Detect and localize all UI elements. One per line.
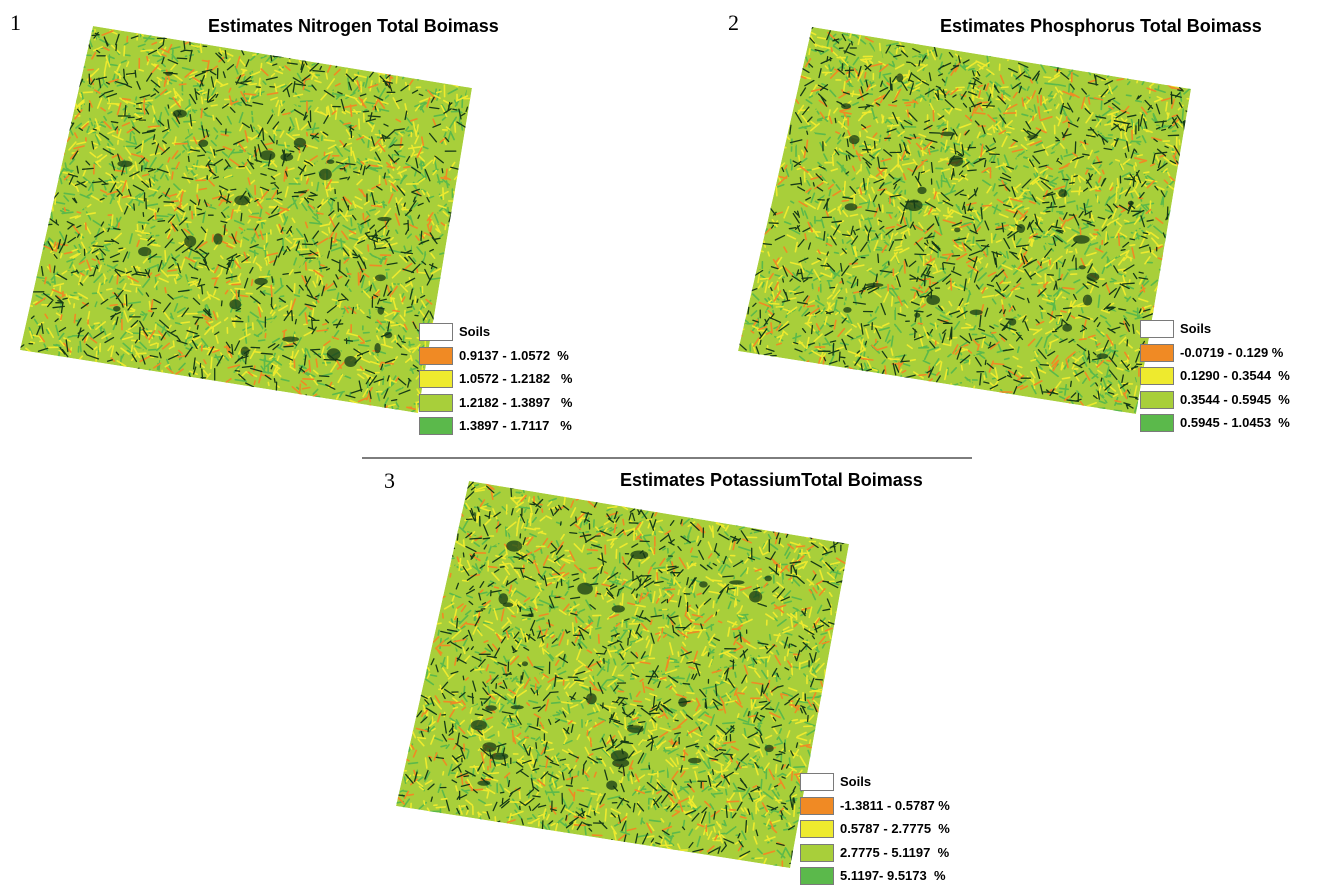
- panel-title: Estimates Phosphorus Total Boimass: [940, 16, 1262, 36]
- legend-item: -0.0719 - 0.129 %: [1140, 343, 1320, 362]
- panel-number: 3: [384, 468, 395, 493]
- panel-number: 1: [10, 10, 21, 35]
- legend-swatch: [800, 843, 834, 862]
- legend-label: 0.5787 - 2.7775 %: [840, 821, 950, 836]
- legend-swatch: [800, 867, 834, 885]
- legend-item: 5.1197- 9.5173 %: [800, 867, 1000, 885]
- legend-label: 0.3544 - 0.5945 %: [1180, 391, 1290, 407]
- panel-number: 2: [728, 10, 739, 35]
- legend-label: 0.1290 - 0.3544 %: [1180, 368, 1290, 383]
- legend-label: -0.0719 - 0.129 %: [1180, 344, 1284, 360]
- legend-item: 0.5945 - 1.0453 %: [1140, 414, 1320, 432]
- legend-item: 0.1290 - 0.3544 %: [1140, 367, 1320, 385]
- legend-item: 0.5787 - 2.7775 %: [800, 820, 1000, 838]
- panel-title: Estimates PotassiumTotal Boimass: [620, 470, 923, 490]
- legend-swatch: [419, 370, 453, 388]
- legend-swatch: [1140, 320, 1174, 338]
- legend-swatch: [800, 820, 834, 838]
- legend-item: 1.0572 - 1.2182 %: [419, 370, 619, 388]
- legend-item: 1.2182 - 1.3897 %: [419, 393, 619, 412]
- legend-label: 1.3897 - 1.7117 %: [459, 418, 572, 433]
- legend-swatch: [419, 346, 453, 365]
- legend-item: 0.9137 - 1.0572 %: [419, 346, 619, 365]
- legend-label: 1.2182 - 1.3897 %: [459, 394, 573, 410]
- legend-item-soils: Soils: [419, 323, 619, 341]
- legend-label: 0.9137 - 1.0572 %: [459, 347, 569, 363]
- legend-label: 5.1197- 9.5173 %: [840, 868, 946, 883]
- legend-swatch: [1140, 390, 1174, 409]
- legend-label: Soils: [459, 324, 491, 339]
- legend-swatch: [1140, 414, 1174, 432]
- legend-label: 0.5945 - 1.0453 %: [1180, 415, 1290, 430]
- legend-item: 2.7775 - 5.1197 %: [800, 843, 1000, 862]
- legend-label: 1.0572 - 1.2182 %: [459, 371, 573, 386]
- legend-item: 0.3544 - 0.5945 %: [1140, 390, 1320, 409]
- legend-swatch: [800, 796, 834, 815]
- legend-swatch: [1140, 367, 1174, 385]
- legend-label: Soils: [1180, 321, 1212, 336]
- legend-label: 2.7775 - 5.1197 %: [840, 844, 950, 860]
- legend-label: Soils: [840, 774, 872, 789]
- legend-swatch: [800, 773, 834, 791]
- panel-title: Estimates Nitrogen Total Boimass: [208, 16, 499, 36]
- legend-item: 1.3897 - 1.7117 %: [419, 417, 619, 435]
- legend-swatch: [419, 417, 453, 435]
- legend-swatch: [419, 323, 453, 341]
- legend-item-soils: Soils: [800, 773, 1000, 791]
- divider-line: [362, 457, 972, 459]
- legend-swatch: [1140, 343, 1174, 362]
- legend-label: -1.3811 - 0.5787 %: [840, 797, 950, 813]
- legend-swatch: [419, 393, 453, 412]
- legend-item-soils: Soils: [1140, 320, 1320, 338]
- legend-item: -1.3811 - 0.5787 %: [800, 796, 1000, 815]
